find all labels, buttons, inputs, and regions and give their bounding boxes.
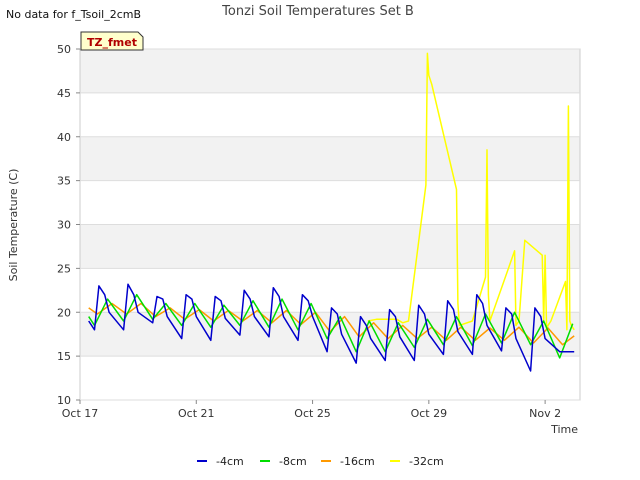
y-tick-label: 20 (57, 306, 71, 319)
x-tick-label: Oct 25 (294, 407, 331, 420)
x-tick-label: Oct 21 (178, 407, 215, 420)
plot-band (80, 224, 580, 269)
legend-label: -4cm (216, 455, 244, 468)
plot-band (80, 49, 580, 93)
legend-label: -32cm (409, 455, 444, 468)
badge-background (80, 31, 144, 51)
y-tick-label: 35 (57, 175, 71, 188)
y-tick-label: 30 (57, 219, 71, 232)
x-axis-label: Time (550, 423, 578, 436)
y-tick-label: 50 (57, 43, 71, 56)
y-tick-label: 10 (57, 394, 71, 407)
chart-title: Tonzi Soil Temperatures Set B (221, 4, 414, 19)
x-tick-label: Nov 2 (529, 407, 561, 420)
y-tick-label: 25 (57, 262, 71, 275)
grid-lines (80, 48, 580, 401)
series-lines (88, 52, 575, 372)
legend-label: -8cm (279, 455, 307, 468)
badge-label: TZ_fmet (87, 36, 137, 49)
series-line-4cm (88, 283, 575, 372)
x-axis-ticks: Oct 17 Oct 21 Oct 25 Oct 29 Nov 2 (62, 400, 561, 420)
no-data-message: No data for f_Tsoil_2cmB (6, 8, 141, 21)
y-axis-ticks: 10 15 20 25 30 35 40 45 50 (57, 43, 80, 407)
legend-label: -16cm (340, 455, 375, 468)
y-tick-label: 15 (57, 350, 71, 363)
x-tick-label: Oct 29 (411, 407, 448, 420)
x-tick-label: Oct 17 (62, 407, 99, 420)
tz-fmet-badge: TZ_fmet (80, 31, 144, 51)
plot-band (80, 136, 580, 181)
y-axis-label: Soil Temperature (C) (7, 169, 20, 282)
legend: -4cm -8cm -16cm -32cm (197, 455, 444, 468)
y-tick-label: 45 (57, 87, 71, 100)
series-line-32cm (367, 52, 575, 331)
series-line-8cm (88, 293, 574, 359)
y-tick-label: 40 (57, 131, 71, 144)
